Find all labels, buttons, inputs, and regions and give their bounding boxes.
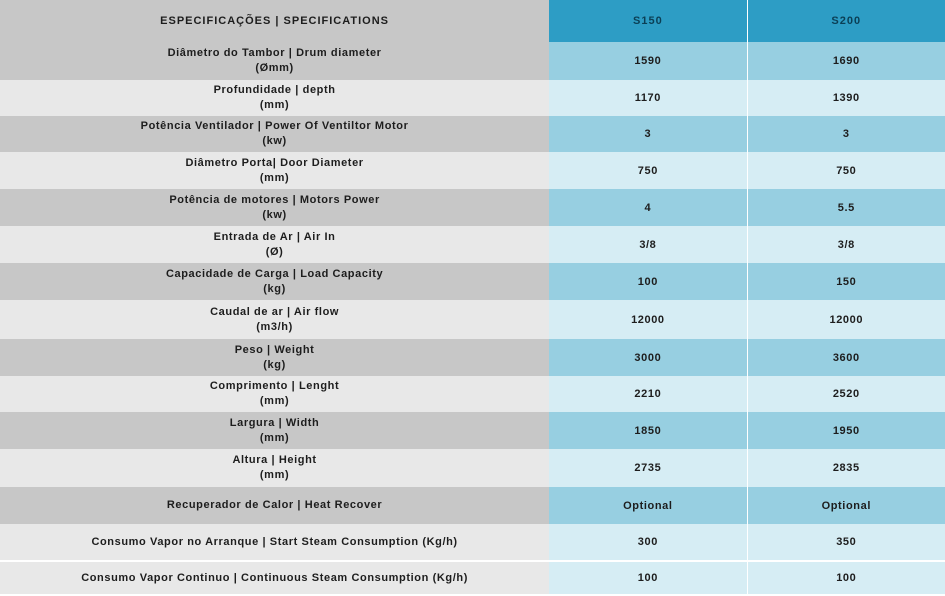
cell-s150: 100 <box>549 263 748 300</box>
table-row: Potência Ventilador | Power Of Ventiltor… <box>0 116 945 152</box>
cell-s150: 12000 <box>549 300 748 339</box>
cell-s200: 12000 <box>747 300 945 339</box>
cell-s150: 2735 <box>549 449 748 487</box>
row-label-unit: (kg) <box>263 358 286 371</box>
header-specifications: ESPECIFICAÇÕES | SPECIFICATIONS <box>0 0 550 42</box>
row-label: Diâmetro do Tambor | Drum diameter (Ømm) <box>0 42 550 80</box>
table-row: Peso | Weight (kg) 3000 3600 <box>0 339 945 376</box>
row-label: Profundidade | depth (mm) <box>0 80 550 116</box>
cell-s200: 1690 <box>747 42 945 80</box>
row-label-main: Comprimento | Lenght <box>209 380 340 392</box>
row-label-main: Diâmetro Porta| Door Diameter <box>185 156 364 169</box>
cell-s200: 3600 <box>747 339 945 376</box>
table-row: Recuperador de Calor | Heat Recover Opti… <box>0 487 945 524</box>
table-row: Caudal de ar | Air flow (m3/h) 12000 1200… <box>0 300 945 339</box>
row-label-unit: (Ømm) <box>255 62 294 74</box>
cell-s150: 1170 <box>549 80 748 116</box>
row-label-main: Entrada de Ar | Air In <box>213 230 336 243</box>
table-row: Diâmetro Porta| Door Diameter (mm) 750 75… <box>0 152 945 189</box>
row-label: Caudal de ar | Air flow (m3/h) <box>0 300 550 339</box>
cell-s200: 100 <box>747 561 945 594</box>
cell-s200: Optional <box>747 487 945 524</box>
row-label-unit: (m3/h) <box>256 320 293 333</box>
row-label: Potência de motores | Motors Power (kw) <box>0 189 550 226</box>
cell-s200: 5.5 <box>747 189 945 226</box>
row-label-unit: (kw) <box>262 135 287 147</box>
table-row: Consumo Vapor no Arranque | Start Steam … <box>0 524 945 562</box>
table-row: Profundidade | depth (mm) 1170 1390 <box>0 80 945 116</box>
table-row: Capacidade de Carga | Load Capacity (kg) … <box>0 263 945 300</box>
row-label-unit: (mm) <box>259 99 290 111</box>
row-label-unit: (kg) <box>263 282 286 295</box>
table-row: Largura | Width (mm) 1850 1950 <box>0 412 945 449</box>
row-label-main: Peso | Weight <box>234 343 315 356</box>
table-row: Potência de motores | Motors Power (kw) 4… <box>0 189 945 226</box>
row-label: Recuperador de Calor | Heat Recover <box>0 487 550 524</box>
cell-s150: 2210 <box>549 376 748 412</box>
row-label-main: Potência Ventilador | Power Of Ventiltor… <box>140 120 409 132</box>
table-row: Diâmetro do Tambor | Drum diameter (Ømm) … <box>0 42 945 80</box>
table-row: Comprimento | Lenght (mm) 2210 2520 <box>0 376 945 412</box>
row-label: Potência Ventilador | Power Of Ventiltor… <box>0 116 550 152</box>
row-label-main: Profundidade | depth <box>213 84 336 96</box>
row-label-main: Potência de motores | Motors Power <box>169 193 380 206</box>
cell-s200: 750 <box>747 152 945 189</box>
header-s200: S200 <box>747 0 945 42</box>
row-label-main: Capacidade de Carga | Load Capacity <box>165 267 384 280</box>
cell-s150: 1850 <box>549 412 748 449</box>
cell-s150: 3 <box>549 116 748 152</box>
table-header-row: ESPECIFICAÇÕES | SPECIFICATIONS S150 S20… <box>0 0 945 42</box>
cell-s200: 350 <box>747 524 945 562</box>
cell-s200: 1950 <box>747 412 945 449</box>
row-label: Diâmetro Porta| Door Diameter (mm) <box>0 152 550 189</box>
row-label-unit: (Ø) <box>265 245 284 258</box>
cell-s200: 150 <box>747 263 945 300</box>
row-label: Comprimento | Lenght (mm) <box>0 376 550 412</box>
row-label: Consumo Vapor Continuo | Continuous Stea… <box>0 561 550 594</box>
row-label: Entrada de Ar | Air In (Ø) <box>0 226 550 263</box>
row-label: Consumo Vapor no Arranque | Start Steam … <box>0 524 550 562</box>
row-label-unit: (mm) <box>259 431 290 444</box>
cell-s150: 3/8 <box>549 226 748 263</box>
cell-s200: 1390 <box>747 80 945 116</box>
row-label-unit: (mm) <box>259 469 290 481</box>
cell-s150: 300 <box>549 524 748 562</box>
cell-s150: 3000 <box>549 339 748 376</box>
cell-s200: 2835 <box>747 449 945 487</box>
row-label: Capacidade de Carga | Load Capacity (kg) <box>0 263 550 300</box>
table-row: Entrada de Ar | Air In (Ø) 3/8 3/8 <box>0 226 945 263</box>
row-label-main: Largura | Width <box>229 416 320 429</box>
cell-s150: Optional <box>549 487 748 524</box>
row-label-unit: (mm) <box>259 395 290 407</box>
row-label: Largura | Width (mm) <box>0 412 550 449</box>
cell-s150: 750 <box>549 152 748 189</box>
cell-s200: 3/8 <box>747 226 945 263</box>
table-row: Altura | Height (mm) 2735 2835 <box>0 449 945 487</box>
cell-s150: 100 <box>549 561 748 594</box>
cell-s150: 4 <box>549 189 748 226</box>
row-label-main: Diâmetro do Tambor | Drum diameter <box>167 47 382 59</box>
row-label: Altura | Height (mm) <box>0 449 550 487</box>
cell-s150: 1590 <box>549 42 748 80</box>
row-label-unit: (mm) <box>259 171 290 184</box>
row-label: Peso | Weight (kg) <box>0 339 550 376</box>
cell-s200: 3 <box>747 116 945 152</box>
row-label-main: Caudal de ar | Air flow <box>210 305 340 318</box>
header-s150: S150 <box>549 0 748 42</box>
table-row: Consumo Vapor Continuo | Continuous Stea… <box>0 561 945 594</box>
cell-s200: 2520 <box>747 376 945 412</box>
row-label-unit: (kw) <box>262 208 287 221</box>
row-label-main: Altura | Height <box>232 454 317 466</box>
